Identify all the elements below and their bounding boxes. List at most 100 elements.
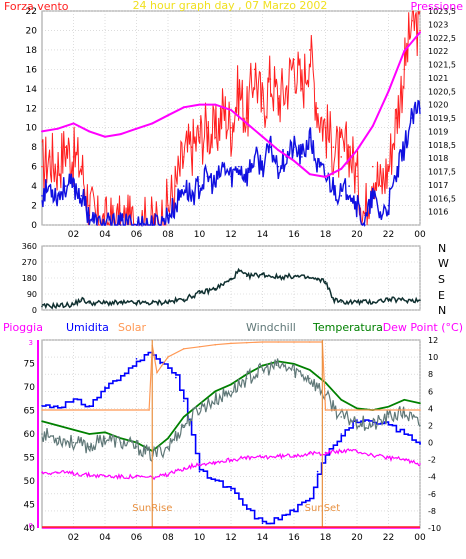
- dew-point-c-point-9: [182, 467, 185, 469]
- dew-point-c-point-20: [356, 450, 358, 452]
- wind-point-23: [245, 175, 248, 178]
- wind-point-0: [41, 195, 43, 197]
- wind-direction-axes: 0 90 180 270 360: [22, 242, 37, 315]
- pressure-point-7: [151, 122, 154, 125]
- wind-point-8: [104, 224, 106, 226]
- temperatura-point-17: [308, 369, 311, 371]
- pressure-point-5: [119, 133, 122, 136]
- wind-point-44: [411, 117, 413, 119]
- pressure-point-23: [403, 50, 406, 53]
- direction-point-27: [403, 299, 406, 302]
- compass-west: W: [438, 257, 449, 270]
- wind-point-20: [222, 165, 224, 168]
- gust-point-35: [340, 156, 343, 158]
- direction-point-21: [324, 280, 327, 283]
- dew-point-c-point-11: [214, 461, 217, 464]
- dew-point-c-point-1: [56, 471, 59, 474]
- umidita-point-3: [88, 405, 91, 407]
- umidita-point-12: [190, 433, 193, 435]
- pressure-point-9: [182, 106, 185, 109]
- temperatura-point-0: [41, 420, 43, 422]
- gust-point-26: [269, 78, 272, 80]
- humidity-y-tick-50: 50: [24, 477, 36, 487]
- gust-point-28: [285, 88, 287, 90]
- wind-y-tick-16: 16: [26, 65, 38, 75]
- dew-point-c-point-21: [371, 454, 374, 457]
- pressure-y-tick-1016: 1016: [428, 208, 448, 217]
- temperatura-point-9: [182, 416, 185, 418]
- windchill-point-15: [277, 364, 280, 367]
- dew-point-c-point-2: [72, 472, 75, 475]
- temperatura-point-14: [261, 364, 264, 367]
- dew-point-c-point-16: [293, 454, 295, 457]
- umidita-point-11: [182, 400, 185, 402]
- pressure-point-14: [261, 135, 264, 138]
- temperatura-point-18: [324, 381, 327, 384]
- top-x-tick-18: 18: [320, 230, 332, 240]
- temperatura-point-5: [119, 437, 122, 440]
- pressure-point-1: [56, 127, 59, 130]
- wind-direction-grid: [42, 245, 421, 311]
- wind-y-tick-6: 6: [31, 163, 37, 173]
- wind-point-24: [253, 156, 256, 158]
- pressure-point-0: [41, 130, 43, 133]
- dew-point-c-point-18: [324, 452, 327, 454]
- umidita-point-26: [387, 423, 390, 426]
- umidita-point-4: [104, 386, 106, 388]
- pressure-y-tick-1017-5: 1017,5: [428, 168, 456, 177]
- pressure-y-tick-1018: 1018: [428, 154, 448, 163]
- temperature-y-tick-4: 4: [428, 404, 433, 413]
- wind-point-1: [49, 185, 51, 187]
- compass-south: S: [438, 273, 445, 286]
- wind-point-30: [301, 156, 303, 158]
- pressure-y-tick-1019: 1019: [428, 127, 448, 136]
- pressure-y-tick-1019-5: 1019,5: [428, 114, 456, 123]
- humidity-y-tick-60: 60: [24, 430, 36, 440]
- dew-point-c-point-6: [135, 475, 138, 478]
- dew-point-c-point-23: [403, 458, 406, 461]
- umidita-point-18: [277, 517, 280, 520]
- direction-point-0: [41, 305, 43, 308]
- direction-point-12: [214, 287, 217, 290]
- temperatura-point-1: [56, 424, 59, 427]
- wind-point-2: [56, 195, 59, 197]
- wind-pressure-axes: 024681012141618202210161016,510171017,51…: [26, 7, 456, 240]
- gust-point-31: [308, 49, 311, 51]
- bot-x-tick-08: 08: [162, 533, 174, 543]
- umidita-point-9: [167, 367, 169, 370]
- pressure-point-6: [135, 127, 138, 130]
- pressure-point-3: [88, 130, 91, 133]
- direction-point-14: [238, 270, 240, 272]
- dew-point-c-point-3: [88, 474, 91, 476]
- umidita-point-15: [230, 489, 232, 492]
- windchill-point-19: [340, 416, 343, 418]
- umidita-point-6: [135, 358, 138, 360]
- wind-pressure-panel: 024681012141618202210161016,510171017,51…: [4, 0, 463, 240]
- gust-point-37: [356, 175, 358, 178]
- direction-point-17: [277, 276, 280, 278]
- top-x-tick-22: 22: [383, 230, 394, 240]
- dew-point-c-point-8: [167, 474, 169, 476]
- temperatura-point-23: [403, 399, 406, 401]
- pressure-y-tick-1020-5: 1020,5: [428, 87, 456, 96]
- pressure-point-19: [340, 167, 343, 170]
- top-x-tick-08: 08: [162, 230, 174, 240]
- temperatura-point-10: [198, 403, 201, 405]
- pressure-point-4: [104, 135, 106, 138]
- umidita-point-1: [56, 405, 59, 407]
- dew-point-c-point-12: [230, 458, 232, 461]
- temperature-y-tick-4: -4: [428, 473, 436, 482]
- wind-y-tick-20: 20: [26, 26, 38, 36]
- windchill-point-6: [135, 446, 138, 448]
- dew-point-c-point-4: [104, 475, 106, 477]
- umidita-point-19: [293, 508, 295, 511]
- gust-point-45: [419, 29, 421, 32]
- gust-point-13: [167, 204, 169, 207]
- wind-point-27: [277, 165, 280, 168]
- pressure-point-22: [387, 90, 390, 93]
- sunrise-label: SunRise: [132, 503, 172, 514]
- windchill-point-11: [214, 399, 217, 401]
- direction-point-13: [230, 278, 232, 281]
- windchill-point-17: [308, 377, 311, 380]
- windchill-point-10: [198, 407, 201, 410]
